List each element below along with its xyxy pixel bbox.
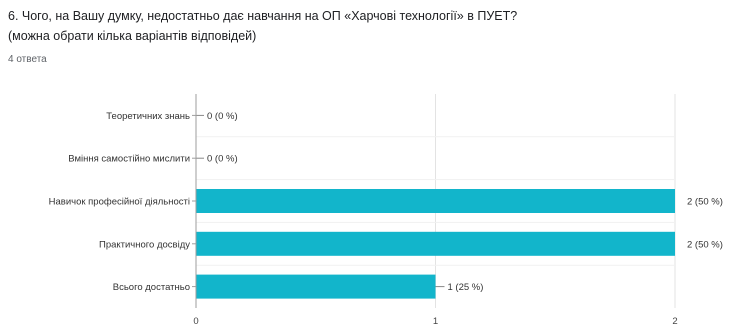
value-label: 2 (50 %) <box>687 239 723 250</box>
question-hint: (можна обрати кілька варіантів відповіде… <box>8 29 257 43</box>
question-text: 6. Чого, на Вашу думку, недостатньо дає … <box>8 9 518 23</box>
response-count: 4 ответа <box>8 54 47 65</box>
x-tick-label: 1 <box>433 316 438 327</box>
question-title: 6. Чого, на Вашу думку, недостатньо дає … <box>8 6 724 46</box>
category-label: Навичок професійної діяльності <box>49 197 190 208</box>
bar <box>196 189 675 213</box>
value-label: 0 (0 %) <box>207 111 238 122</box>
category-label: Вміння самостійно мислити <box>68 154 190 165</box>
value-label: 0 (0 %) <box>207 154 238 165</box>
bar <box>196 274 436 299</box>
category-label: Теоретичних знань <box>106 111 190 122</box>
bar <box>196 231 675 256</box>
x-tick-label: 0 <box>193 316 198 327</box>
category-label: Практичного досвіду <box>99 239 190 250</box>
value-label: 2 (50 %) <box>687 197 723 208</box>
value-label: 1 (25 %) <box>448 282 484 293</box>
category-label: Всього достатньо <box>113 282 190 293</box>
x-tick-label: 2 <box>672 316 677 327</box>
